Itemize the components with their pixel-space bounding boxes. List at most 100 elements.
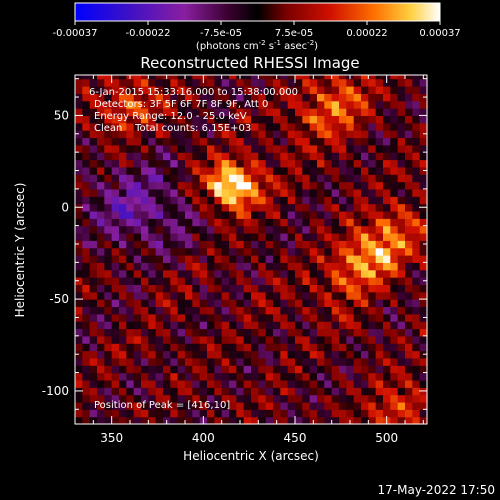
heatmap-cell	[170, 196, 179, 205]
heatmap-cell	[89, 130, 98, 139]
heatmap-cell	[405, 93, 413, 102]
heatmap-cell	[75, 269, 83, 278]
heatmap-cell	[126, 188, 135, 197]
heatmap-cell	[324, 343, 333, 352]
heatmap-cell	[251, 328, 259, 337]
heatmap-cell	[331, 247, 340, 256]
heatmap-cell	[383, 372, 391, 381]
heatmap-cell	[221, 379, 230, 388]
heatmap-cell	[236, 93, 245, 102]
heatmap-cell	[412, 409, 421, 418]
heatmap-cell	[361, 401, 369, 410]
heatmap-cell	[302, 357, 311, 366]
heatmap-cell	[236, 78, 245, 87]
heatmap-cell	[119, 196, 127, 205]
heatmap-cell	[405, 203, 413, 212]
heatmap-cell	[214, 299, 223, 308]
heatmap-cell	[119, 409, 127, 418]
heatmap-cell	[229, 203, 237, 212]
heatmap-cell	[207, 277, 215, 285]
heatmap-cell	[353, 306, 362, 315]
x-tick-label: 350	[100, 431, 123, 445]
heatmap-cell	[82, 277, 91, 285]
heatmap-cell	[111, 247, 120, 256]
heatmap-cell	[75, 401, 83, 410]
heatmap-cell	[309, 401, 318, 410]
heatmap-cell	[273, 350, 281, 359]
heatmap-cell	[258, 130, 267, 139]
heatmap-cell	[221, 277, 230, 285]
heatmap-cell	[89, 93, 98, 102]
heatmap-cell	[287, 394, 296, 403]
heatmap-cell	[280, 174, 289, 183]
heatmap-cell	[163, 387, 171, 396]
heatmap-cell	[397, 166, 406, 175]
heatmap-cell	[229, 75, 237, 80]
heatmap-cell	[82, 218, 91, 227]
heatmap-cell	[214, 188, 223, 197]
heatmap-cell	[412, 210, 421, 219]
heatmap-cell	[309, 210, 318, 219]
heatmap-cell	[302, 328, 311, 337]
heatmap-cell	[97, 291, 105, 300]
heatmap-cell	[368, 218, 377, 227]
heatmap-cell	[214, 277, 223, 285]
heatmap-cell	[207, 409, 215, 418]
heatmap-cell	[97, 115, 105, 124]
heatmap-cell	[163, 93, 171, 102]
heatmap-cell	[243, 335, 252, 344]
heatmap-cell	[309, 387, 318, 396]
heatmap-cell	[82, 159, 91, 168]
heatmap-cell	[419, 159, 428, 168]
heatmap-cell	[273, 203, 281, 212]
heatmap-cell	[368, 247, 377, 256]
heatmap-cell	[229, 78, 237, 87]
heatmap-cell	[141, 247, 149, 256]
heatmap-cell	[192, 306, 201, 315]
heatmap-cell	[324, 409, 333, 418]
heatmap-cell	[141, 379, 149, 388]
heatmap-cell	[339, 387, 347, 396]
heatmap-cell	[412, 306, 421, 315]
heatmap-cell	[339, 144, 347, 153]
heatmap-cell	[295, 335, 303, 344]
heatmap-cell	[163, 269, 171, 278]
heatmap-cell	[412, 93, 421, 102]
y-axis-ticks: 500-50-100	[42, 78, 427, 410]
heatmap-cell	[273, 269, 281, 278]
heatmap-cell	[104, 78, 113, 87]
heatmap-cell	[273, 144, 281, 153]
heatmap-cell	[163, 240, 171, 249]
heatmap-cell	[148, 152, 157, 161]
heatmap-cell	[265, 269, 274, 278]
heatmap-cell	[126, 343, 135, 352]
heatmap-cell	[199, 137, 208, 146]
heatmap-cell	[111, 115, 120, 124]
heatmap-cell	[317, 196, 325, 205]
heatmap-cell	[119, 321, 127, 330]
heatmap-cell	[302, 218, 311, 227]
heatmap-cell	[155, 277, 164, 285]
heatmap-cell	[170, 262, 179, 271]
heatmap-cell	[324, 401, 333, 410]
heatmap-cell	[302, 240, 311, 249]
heatmap-cell	[258, 313, 267, 322]
heatmap-cell	[265, 401, 274, 410]
heatmap-cell	[317, 409, 325, 418]
heatmap-cell	[251, 379, 259, 388]
heatmap-cell	[89, 188, 98, 197]
heatmap-cell	[280, 387, 289, 396]
heatmap-cell	[199, 159, 208, 168]
heatmap-cell	[324, 225, 333, 234]
heatmap-cell	[383, 299, 391, 308]
heatmap-cell	[229, 313, 237, 322]
heatmap-cell	[82, 350, 91, 359]
heatmap-cell	[375, 321, 384, 330]
heatmap-cell	[302, 166, 311, 175]
heatmap-cell	[221, 365, 230, 374]
heatmap-cell	[82, 379, 91, 388]
heatmap-cell	[185, 100, 193, 109]
heatmap-cell	[82, 240, 91, 249]
heatmap-cell	[126, 328, 135, 337]
heatmap-cell	[383, 269, 391, 278]
